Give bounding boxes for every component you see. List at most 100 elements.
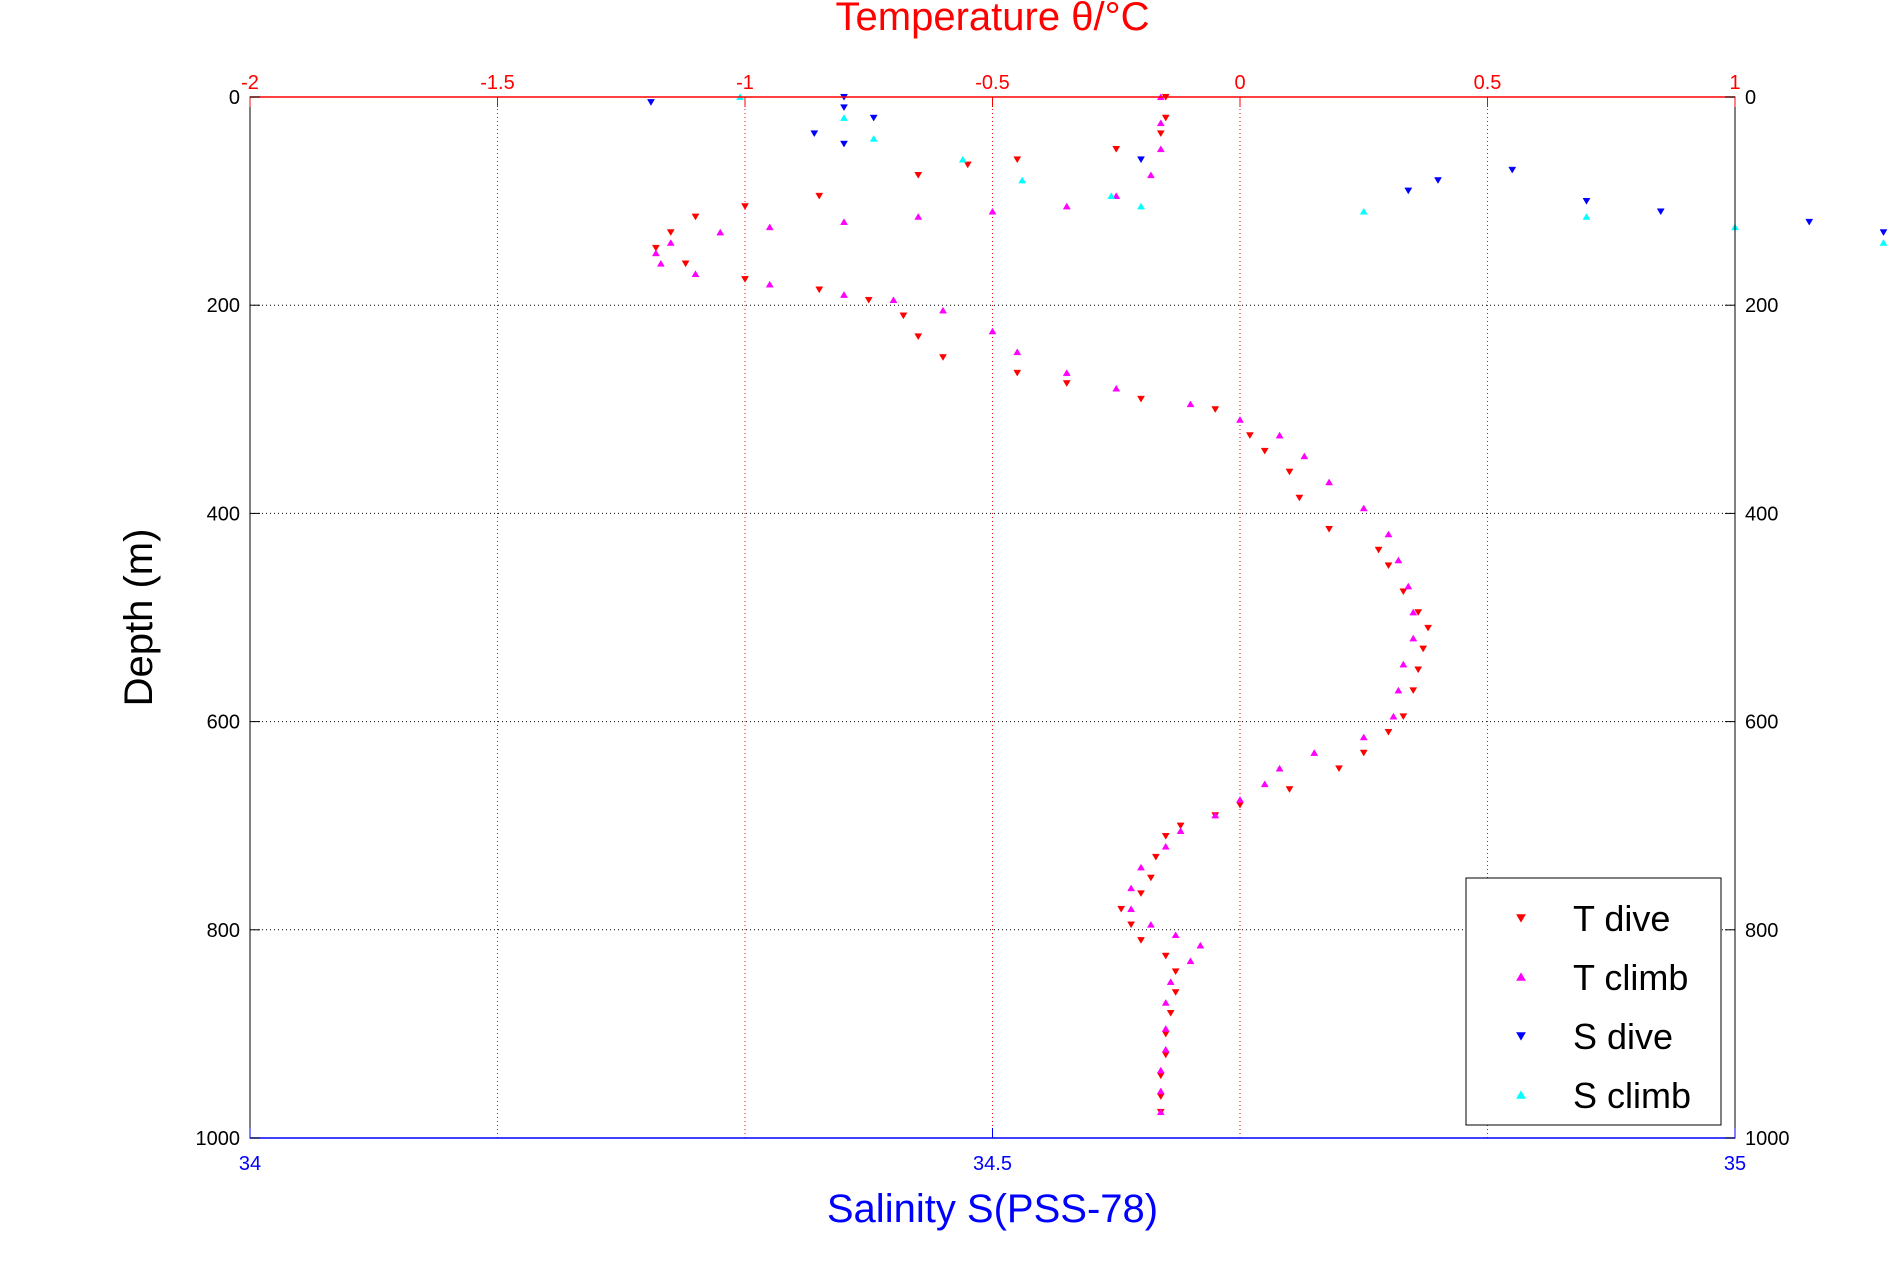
data-point (1359, 733, 1368, 741)
data-point (1146, 874, 1155, 882)
data-point (651, 249, 660, 257)
legend-label: S dive (1573, 1016, 1673, 1057)
data-point (1137, 863, 1145, 871)
data-point (1156, 1072, 1165, 1080)
temperature-axis-title: Temperature θ/°C (836, 0, 1150, 39)
data-point (1325, 525, 1334, 533)
data-point (1414, 609, 1423, 616)
series-t-dive (651, 93, 1433, 1116)
data-point (681, 260, 690, 268)
temperature-tick-label: -2 (241, 72, 259, 94)
data-point (1176, 827, 1185, 834)
data-point (1161, 1025, 1170, 1032)
data-point (1156, 1087, 1165, 1095)
data-point (963, 161, 972, 169)
data-point (1161, 114, 1170, 122)
depth-tick-label-left: 200 (207, 295, 240, 317)
legend-label: T climb (1573, 957, 1688, 998)
data-point (840, 104, 848, 112)
data-point (1389, 712, 1398, 720)
data-point (840, 114, 848, 121)
data-point (1161, 833, 1170, 840)
legend-entry: S dive (1516, 1016, 1673, 1057)
data-point (1211, 406, 1220, 413)
salinity-tick-label: 35 (1724, 1153, 1746, 1175)
data-point (1137, 202, 1145, 210)
depth-tick-label-right: 1000 (1745, 1128, 1790, 1150)
data-point (1156, 119, 1165, 127)
data-point (988, 327, 997, 335)
data-point (1186, 957, 1195, 965)
depth-tick-label-left: 400 (207, 503, 240, 525)
data-point (1176, 822, 1185, 830)
data-point (1310, 749, 1319, 756)
salinity-axis-title: Salinity S(PSS-78) (827, 1187, 1158, 1231)
data-point (1335, 765, 1343, 773)
data-point (1156, 145, 1165, 153)
data-point (1117, 905, 1126, 913)
data-point (939, 306, 947, 314)
data-point (656, 259, 665, 267)
data-point (1196, 941, 1205, 949)
data-point (1161, 1045, 1170, 1053)
temperature-tick-label: -1 (736, 72, 754, 94)
depth-tick-label-right: 800 (1745, 920, 1778, 942)
data-point (1805, 218, 1814, 226)
legend-marker (1516, 914, 1526, 923)
temperature-tick-label: 1 (1729, 72, 1740, 94)
data-point (1409, 687, 1418, 695)
data-point (1137, 937, 1145, 944)
data-point (1161, 999, 1170, 1006)
legend-items: T dive T climb S dive S climb (1516, 898, 1691, 1116)
data-point (651, 244, 660, 252)
data-point (1359, 207, 1368, 215)
data-point (1146, 920, 1155, 928)
data-point (1656, 208, 1665, 216)
data-point (1137, 156, 1145, 164)
data-point (1236, 796, 1244, 803)
legend-entry: S climb (1516, 1075, 1691, 1116)
data-point (1394, 686, 1403, 694)
data-point (1127, 905, 1136, 913)
data-point (1137, 890, 1145, 898)
data-point (869, 134, 878, 142)
legend-marker (1516, 1032, 1526, 1041)
depth-tick-label-left: 0 (229, 87, 240, 109)
data-point (1409, 608, 1418, 616)
legend-entry: T climb (1516, 957, 1688, 998)
temperature-tick-label: 0.5 (1474, 72, 1502, 94)
data-point (1112, 384, 1121, 392)
data-point (1424, 624, 1433, 632)
depth-axis-title: Depth (m) (117, 529, 161, 707)
data-point (1399, 588, 1408, 596)
data-point (1236, 801, 1244, 809)
depth-tick-label-right: 600 (1745, 712, 1778, 734)
data-point (1508, 166, 1517, 174)
temperature-tick-label: 0 (1234, 72, 1245, 94)
data-point (914, 333, 923, 341)
data-point (1161, 952, 1170, 960)
data-point (840, 140, 848, 148)
data-point (914, 213, 923, 220)
data-point (1156, 1093, 1165, 1101)
depth-tick-label-left: 800 (207, 920, 240, 942)
data-point (1186, 400, 1195, 408)
data-point (1156, 1108, 1165, 1116)
data-point (1414, 666, 1423, 674)
data-point (1374, 546, 1383, 554)
data-point (1384, 530, 1393, 538)
temperature-tick-label: -0.5 (975, 72, 1009, 94)
legend-entry: T dive (1516, 898, 1670, 939)
data-point (1112, 192, 1121, 199)
data-point (765, 223, 774, 231)
data-point (1151, 853, 1160, 861)
data-point (1171, 931, 1180, 939)
data-point (899, 312, 908, 320)
data-point (1062, 202, 1071, 210)
data-point (1127, 884, 1136, 892)
depth-tick-label-left: 1000 (196, 1128, 241, 1150)
legend-box (1465, 877, 1722, 1126)
data-point (1384, 728, 1393, 736)
salinity-tick-label: 34 (239, 1153, 261, 1175)
data-point (1300, 452, 1309, 460)
